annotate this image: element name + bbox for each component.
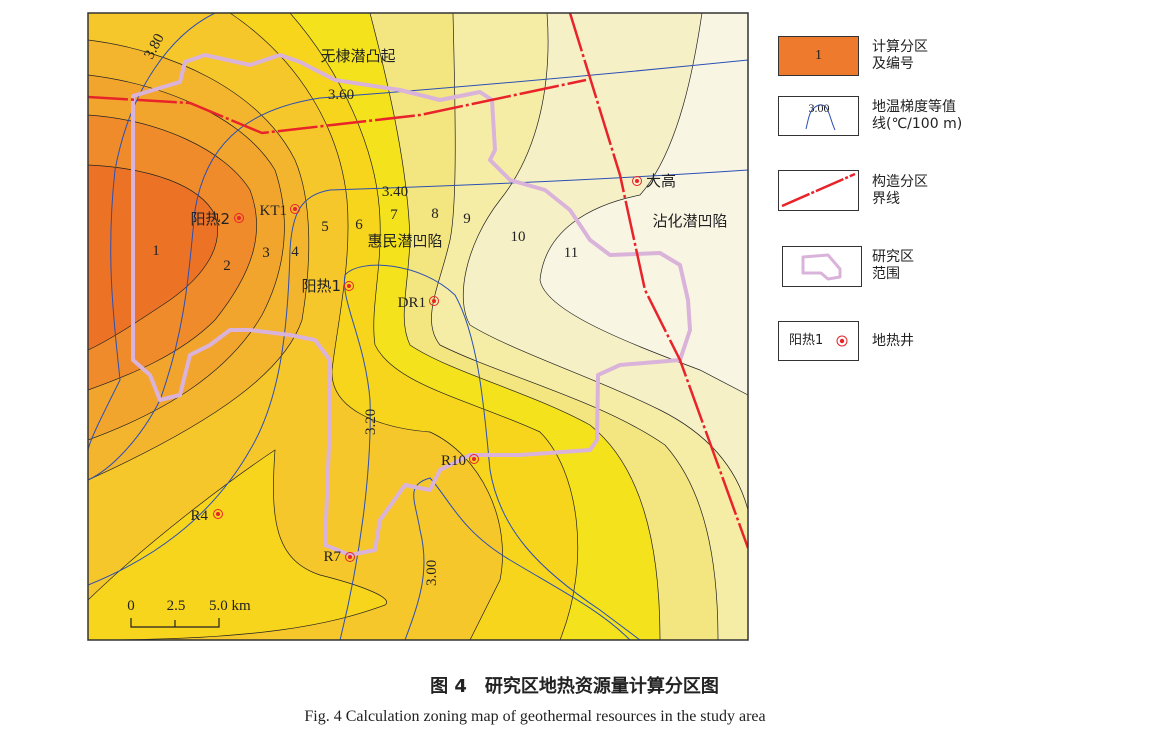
zone-label: 10: [511, 229, 526, 245]
legend-text-line: 线(℃/100 m): [872, 116, 963, 132]
legend-text-line: 构造分区: [872, 174, 928, 190]
isoline-3.60: [88, 59, 748, 481]
figure-caption-cn: 图 4 研究区地热资源量计算分区图: [430, 676, 719, 697]
svg-text:阳热1: 阳热1: [301, 277, 341, 295]
well-r4: R4: [190, 508, 223, 524]
region-labels: 无棣潜凸起 惠民潜凹陷 沾化潜凹陷: [320, 47, 727, 250]
region-label-zhanhua: 沾化潜凹陷: [652, 212, 727, 230]
scale-label: 0: [127, 598, 135, 614]
legend-fault-label: 构造分区 界线: [872, 174, 928, 208]
isoline-label: 3.60: [328, 87, 354, 103]
zone-label: 4: [291, 244, 299, 260]
fault-line-north-south: [568, 13, 748, 549]
legend-isoline-label: 地温梯度等值 线(℃/100 m): [872, 99, 962, 133]
legend-text-line: 计算分区: [872, 39, 928, 55]
legend-text-line: 研究区: [872, 249, 914, 265]
svg-text:R4: R4: [190, 508, 208, 524]
svg-text:大高: 大高: [646, 172, 676, 190]
isoline-label: 3.40: [382, 184, 408, 200]
svg-text:DR1: DR1: [398, 295, 426, 311]
isoline-sample-icon: 3.00: [805, 101, 836, 131]
region-label-huimin: 惠民潜凹陷: [367, 232, 442, 250]
legend-zone-swatch: 1: [778, 36, 859, 76]
isoline-3.20: [339, 264, 641, 640]
zone-label: 5: [321, 219, 329, 235]
svg-text:阳热2: 阳热2: [190, 210, 230, 228]
legend-text-line: 地温梯度等值: [872, 99, 956, 115]
well-dr1: DR1: [398, 295, 439, 311]
zone-label: 11: [564, 245, 578, 261]
isoline-label: 3.00: [424, 560, 440, 586]
legend-isoline-swatch: 3.00: [778, 96, 859, 136]
svg-text:R10: R10: [441, 453, 466, 469]
zoning-map: 1 2 3 4 5 6 7 8 9 10 11 无棣潜凸起 惠民潜凹陷 沾化潜凹…: [87, 12, 749, 641]
well-dagao: 大高: [632, 172, 676, 190]
well-icon: [836, 335, 848, 347]
well-yangre2: 阳热2: [190, 210, 244, 228]
legend-zone-number: 1: [815, 48, 822, 63]
zone-label: 3: [262, 245, 270, 261]
legend-text-line: 及编号: [872, 56, 914, 72]
isoline-label: 3.20: [363, 409, 379, 435]
fault-line-east-west: [88, 78, 587, 135]
wells: 阳热2 KT1 阳热1 DR1 大高 R10 R4 R7: [190, 172, 676, 565]
svg-text:R7: R7: [323, 549, 341, 565]
legend-text-line: 范围: [872, 266, 900, 282]
legend-well-sample: 阳热1: [789, 333, 824, 348]
legend-fault-swatch: [778, 170, 859, 211]
well-yangre1: 阳热1: [301, 277, 354, 295]
zone-label: 1: [152, 243, 160, 259]
zone-label: 8: [431, 206, 439, 222]
well-kt1: KT1: [260, 203, 300, 219]
well-r7: R7: [323, 549, 355, 565]
zone-boundaries: [88, 13, 748, 640]
tectonic-boundaries: [88, 13, 748, 549]
map-frame: [87, 12, 749, 641]
legend-area-swatch: [782, 246, 862, 287]
figure-caption-en: Fig. 4 Calculation zoning map of geother…: [304, 708, 766, 725]
legend-text-line: 界线: [872, 191, 900, 207]
study-area-boundary: [131, 53, 692, 557]
legend-zone-label: 计算分区 及编号: [872, 39, 928, 73]
study-area-icon: [801, 253, 842, 281]
scale-label: 5.0 km: [209, 598, 251, 614]
isoline-3.00: [404, 477, 631, 640]
svg-text:3.00: 3.00: [809, 101, 830, 115]
isoline-3.80: [88, 13, 216, 451]
legend-area-label: 研究区 范围: [872, 249, 914, 283]
svg-text:KT1: KT1: [260, 203, 288, 219]
zone-6-south: [88, 450, 387, 640]
isolines: [88, 13, 748, 640]
legend-well-swatch: 阳热1: [778, 321, 859, 361]
isoline-3.40: [88, 169, 748, 586]
scale-label: 2.5: [167, 598, 186, 614]
zone-fills: [88, 13, 748, 640]
legend-well-label: 地热井: [872, 333, 914, 349]
zone-label: 6: [355, 217, 363, 233]
zone-label: 7: [390, 207, 398, 223]
zone-1: [88, 165, 218, 350]
fault-line-icon: [781, 172, 856, 208]
region-label-wudi: 无棣潜凸起: [320, 47, 395, 65]
scale-bar: 0 2.5 5.0 km: [127, 598, 251, 628]
zone-number-labels: 1 2 3 4 5 6 7 8 9 10 11: [152, 206, 578, 274]
well-r10: R10: [441, 453, 479, 469]
zone-label: 9: [463, 211, 471, 227]
zone-label: 2: [223, 258, 231, 274]
